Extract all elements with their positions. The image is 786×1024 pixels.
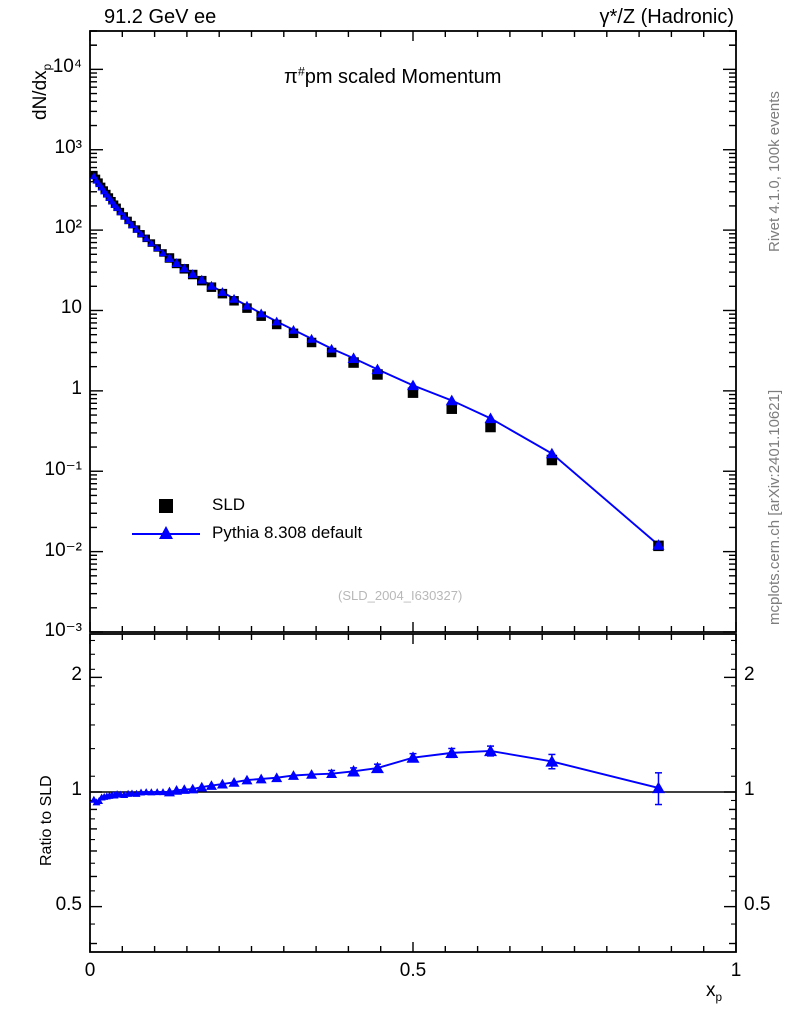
legend-item-label: SLD: [212, 495, 246, 514]
dataset-watermark: (SLD_2004_I630327): [338, 588, 463, 603]
xtick-label: 0: [84, 960, 96, 981]
main-ytick-label: 10⁻¹: [44, 459, 83, 481]
ratio-ytick-label-left: 1: [71, 779, 82, 800]
plot-title-sup: #: [297, 64, 305, 79]
plot-title: π#pm scaled Momentum: [284, 64, 502, 89]
ratio-ytick-label-left: 2: [71, 664, 82, 686]
main-ytick-label: 10⁻²: [44, 539, 83, 561]
main-ytick-label: 1: [71, 377, 82, 399]
xtick-label: 0.5: [399, 960, 427, 981]
plot-title-rest: pm scaled Momentum: [304, 66, 502, 88]
main-ytick-label: 10³: [54, 136, 82, 158]
main-ytick-label: 10²: [54, 217, 82, 239]
legend-triangle-marker-icon: [132, 520, 200, 548]
legend-square-marker-icon: [132, 492, 200, 520]
xtick-label: 1: [730, 960, 742, 981]
legend-item-label: Pythia 8.308 default: [212, 523, 363, 542]
ratio-ytick-label-left: 0.5: [55, 893, 82, 915]
header-right-label: γ*/Z (Hadronic): [599, 6, 734, 28]
ratio-ytick-label-right: 1: [744, 779, 755, 800]
xaxis-label-base: x: [706, 980, 716, 1001]
xaxis-label: xp: [706, 980, 723, 1004]
main-ytick-label: 10: [60, 297, 82, 319]
xaxis-label-sub: p: [715, 990, 723, 1004]
header-left-label: 91.2 GeV ee: [104, 6, 217, 28]
ratio-ytick-label-right: 0.5: [744, 893, 771, 915]
main-ytick-label: 10⁴: [52, 56, 82, 78]
main-ytick-label: 10⁻³: [44, 620, 83, 641]
ratio-ytick-label-right: 2: [744, 664, 755, 686]
plot-title-base: π: [284, 66, 298, 88]
